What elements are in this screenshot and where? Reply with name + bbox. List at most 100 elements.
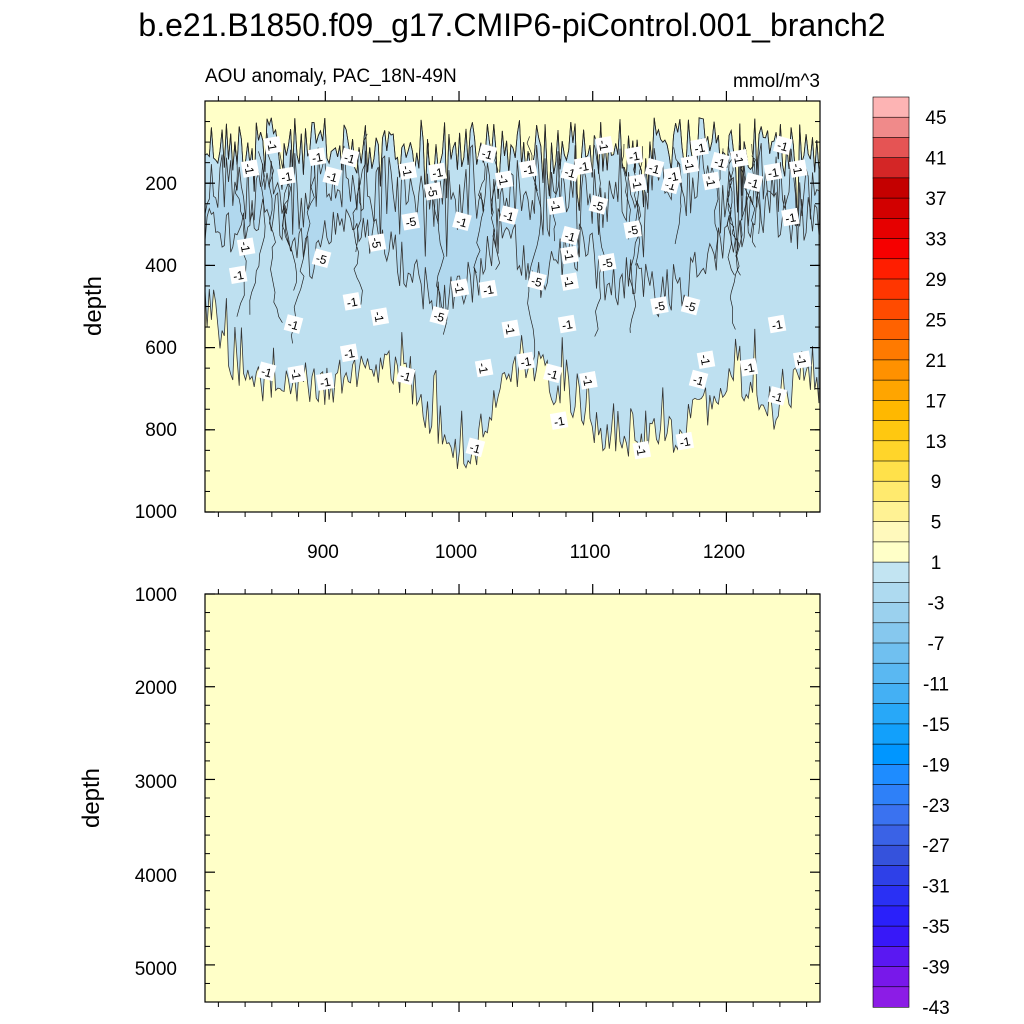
units-label: mmol/m^3 <box>733 71 820 92</box>
contour-label: -1 <box>560 245 579 265</box>
contour-label: -1 <box>560 272 579 291</box>
svg-text:-5: -5 <box>626 223 639 239</box>
colorbar-box <box>872 723 910 745</box>
colorbar-box <box>872 642 910 664</box>
contour-label: -1 <box>228 265 248 284</box>
colorbar-box <box>872 622 910 644</box>
contour-label: -1 <box>560 162 581 182</box>
svg-text:-1: -1 <box>746 175 760 191</box>
colorbar-box <box>872 420 910 442</box>
colorbar-label: -7 <box>928 634 945 655</box>
colorbar-label: 37 <box>925 189 946 210</box>
contour-label: -1 <box>516 351 535 371</box>
colorbar-box <box>872 582 910 604</box>
upper-x-tick-label-1200: 1200 <box>703 542 745 563</box>
svg-text:-1: -1 <box>731 152 747 165</box>
colorbar-label: 41 <box>925 149 946 170</box>
colorbar-box <box>872 400 910 422</box>
colorbar-label: -19 <box>922 755 949 776</box>
colorbar-box <box>872 844 910 867</box>
svg-text:-1: -1 <box>286 317 300 333</box>
contour-label: -1 <box>307 147 327 166</box>
lower-y-tick-label-1000: 1000 <box>135 585 177 606</box>
lower-panel-background <box>205 594 820 1002</box>
colorbar-box <box>872 339 910 361</box>
lower-axis-ticks <box>205 584 820 1012</box>
contour-label: -5 <box>623 220 642 239</box>
colorbar-box <box>872 683 910 705</box>
colorbar-box <box>872 925 910 947</box>
contour-label: -1 <box>624 146 644 165</box>
colorbar-labels: 45 41 37 33 29 25 21 17 13 9 5 1 -3 -7 -11 -15 -19 -23 -27… <box>922 108 949 1019</box>
subtitle-left: AOU anomaly, PAC_18N-49N <box>205 66 457 87</box>
contour-label: -1 <box>494 170 514 189</box>
contour-label: -1 <box>739 357 759 377</box>
lower-y-axis-label: depth <box>78 768 105 828</box>
upper-y-tick-label-800: 800 <box>145 420 177 441</box>
svg-text:-5: -5 <box>432 309 446 325</box>
colorbar-label: 21 <box>925 351 946 372</box>
colorbar-box <box>872 137 910 159</box>
svg-text:-5: -5 <box>653 299 666 315</box>
lower-y-tick-label-2000: 2000 <box>135 678 177 699</box>
contour-label: -1 <box>474 358 494 378</box>
upper-x-tick-label-900: 900 <box>307 542 339 563</box>
contour-label: -5 <box>429 306 450 326</box>
contour-label: -1 <box>452 211 472 232</box>
svg-text:-1: -1 <box>232 268 245 284</box>
colorbar-label: -31 <box>922 877 949 898</box>
contour-label: -5 <box>527 271 547 291</box>
contour-label: -1 <box>370 307 390 326</box>
colorbar-box <box>872 177 910 199</box>
contour-label: -1 <box>702 171 721 191</box>
colorbar-label: -27 <box>922 836 949 857</box>
svg-text:-1: -1 <box>311 150 324 166</box>
colorbar-label: -43 <box>922 998 949 1019</box>
contour-label: -1 <box>240 159 260 178</box>
contour-label: -5 <box>588 195 609 215</box>
colorbar-box <box>872 824 910 846</box>
contour-label: -1 <box>263 135 283 155</box>
contour-lines <box>234 133 761 362</box>
colorbar-box <box>872 561 910 583</box>
upper-y-tick-label-600: 600 <box>145 338 177 359</box>
contour-label: -1 <box>675 431 695 451</box>
svg-text:-1: -1 <box>343 346 356 362</box>
svg-text:-1: -1 <box>563 165 577 181</box>
contour-label: -5 <box>311 248 332 269</box>
svg-text:-5: -5 <box>424 185 440 198</box>
colorbar-box <box>872 379 910 401</box>
upper-y-tick-label-1000: 1000 <box>135 502 177 523</box>
svg-text:-1: -1 <box>743 360 756 376</box>
upper-y-axis-label: depth <box>80 276 107 336</box>
contour-label: -1 <box>680 155 700 174</box>
svg-text:-1: -1 <box>784 210 797 226</box>
contour-label: -1 <box>501 319 521 339</box>
svg-text:-1: -1 <box>264 139 280 152</box>
colorbar-label: -11 <box>923 674 949 695</box>
colorbar-label: -35 <box>922 917 949 938</box>
svg-text:-1: -1 <box>280 169 293 185</box>
colorbar-box <box>872 298 910 321</box>
contour-label: -1 <box>478 279 498 299</box>
colorbar-box <box>872 784 910 806</box>
svg-text:-5: -5 <box>601 255 614 271</box>
svg-text:-5: -5 <box>591 198 605 214</box>
colorbar-box <box>872 662 910 685</box>
contour-label: -1 <box>322 166 343 186</box>
contour-label: -5 <box>367 233 387 252</box>
contour-label: -5 <box>424 181 443 201</box>
contour-label: -1 <box>628 173 648 193</box>
svg-text:-1: -1 <box>563 228 577 244</box>
contour-label: -1 <box>498 205 519 225</box>
svg-text:-1: -1 <box>319 375 332 391</box>
colorbar-box <box>872 743 910 765</box>
contour-label: -1 <box>644 158 665 178</box>
svg-text:-1: -1 <box>713 155 727 171</box>
svg-text:-1: -1 <box>596 139 612 152</box>
svg-text:-1: -1 <box>681 158 697 171</box>
contour-label: -1 <box>690 138 709 157</box>
colorbar-box <box>872 480 910 503</box>
svg-text:-1: -1 <box>561 249 577 262</box>
svg-text:-1: -1 <box>502 208 516 224</box>
